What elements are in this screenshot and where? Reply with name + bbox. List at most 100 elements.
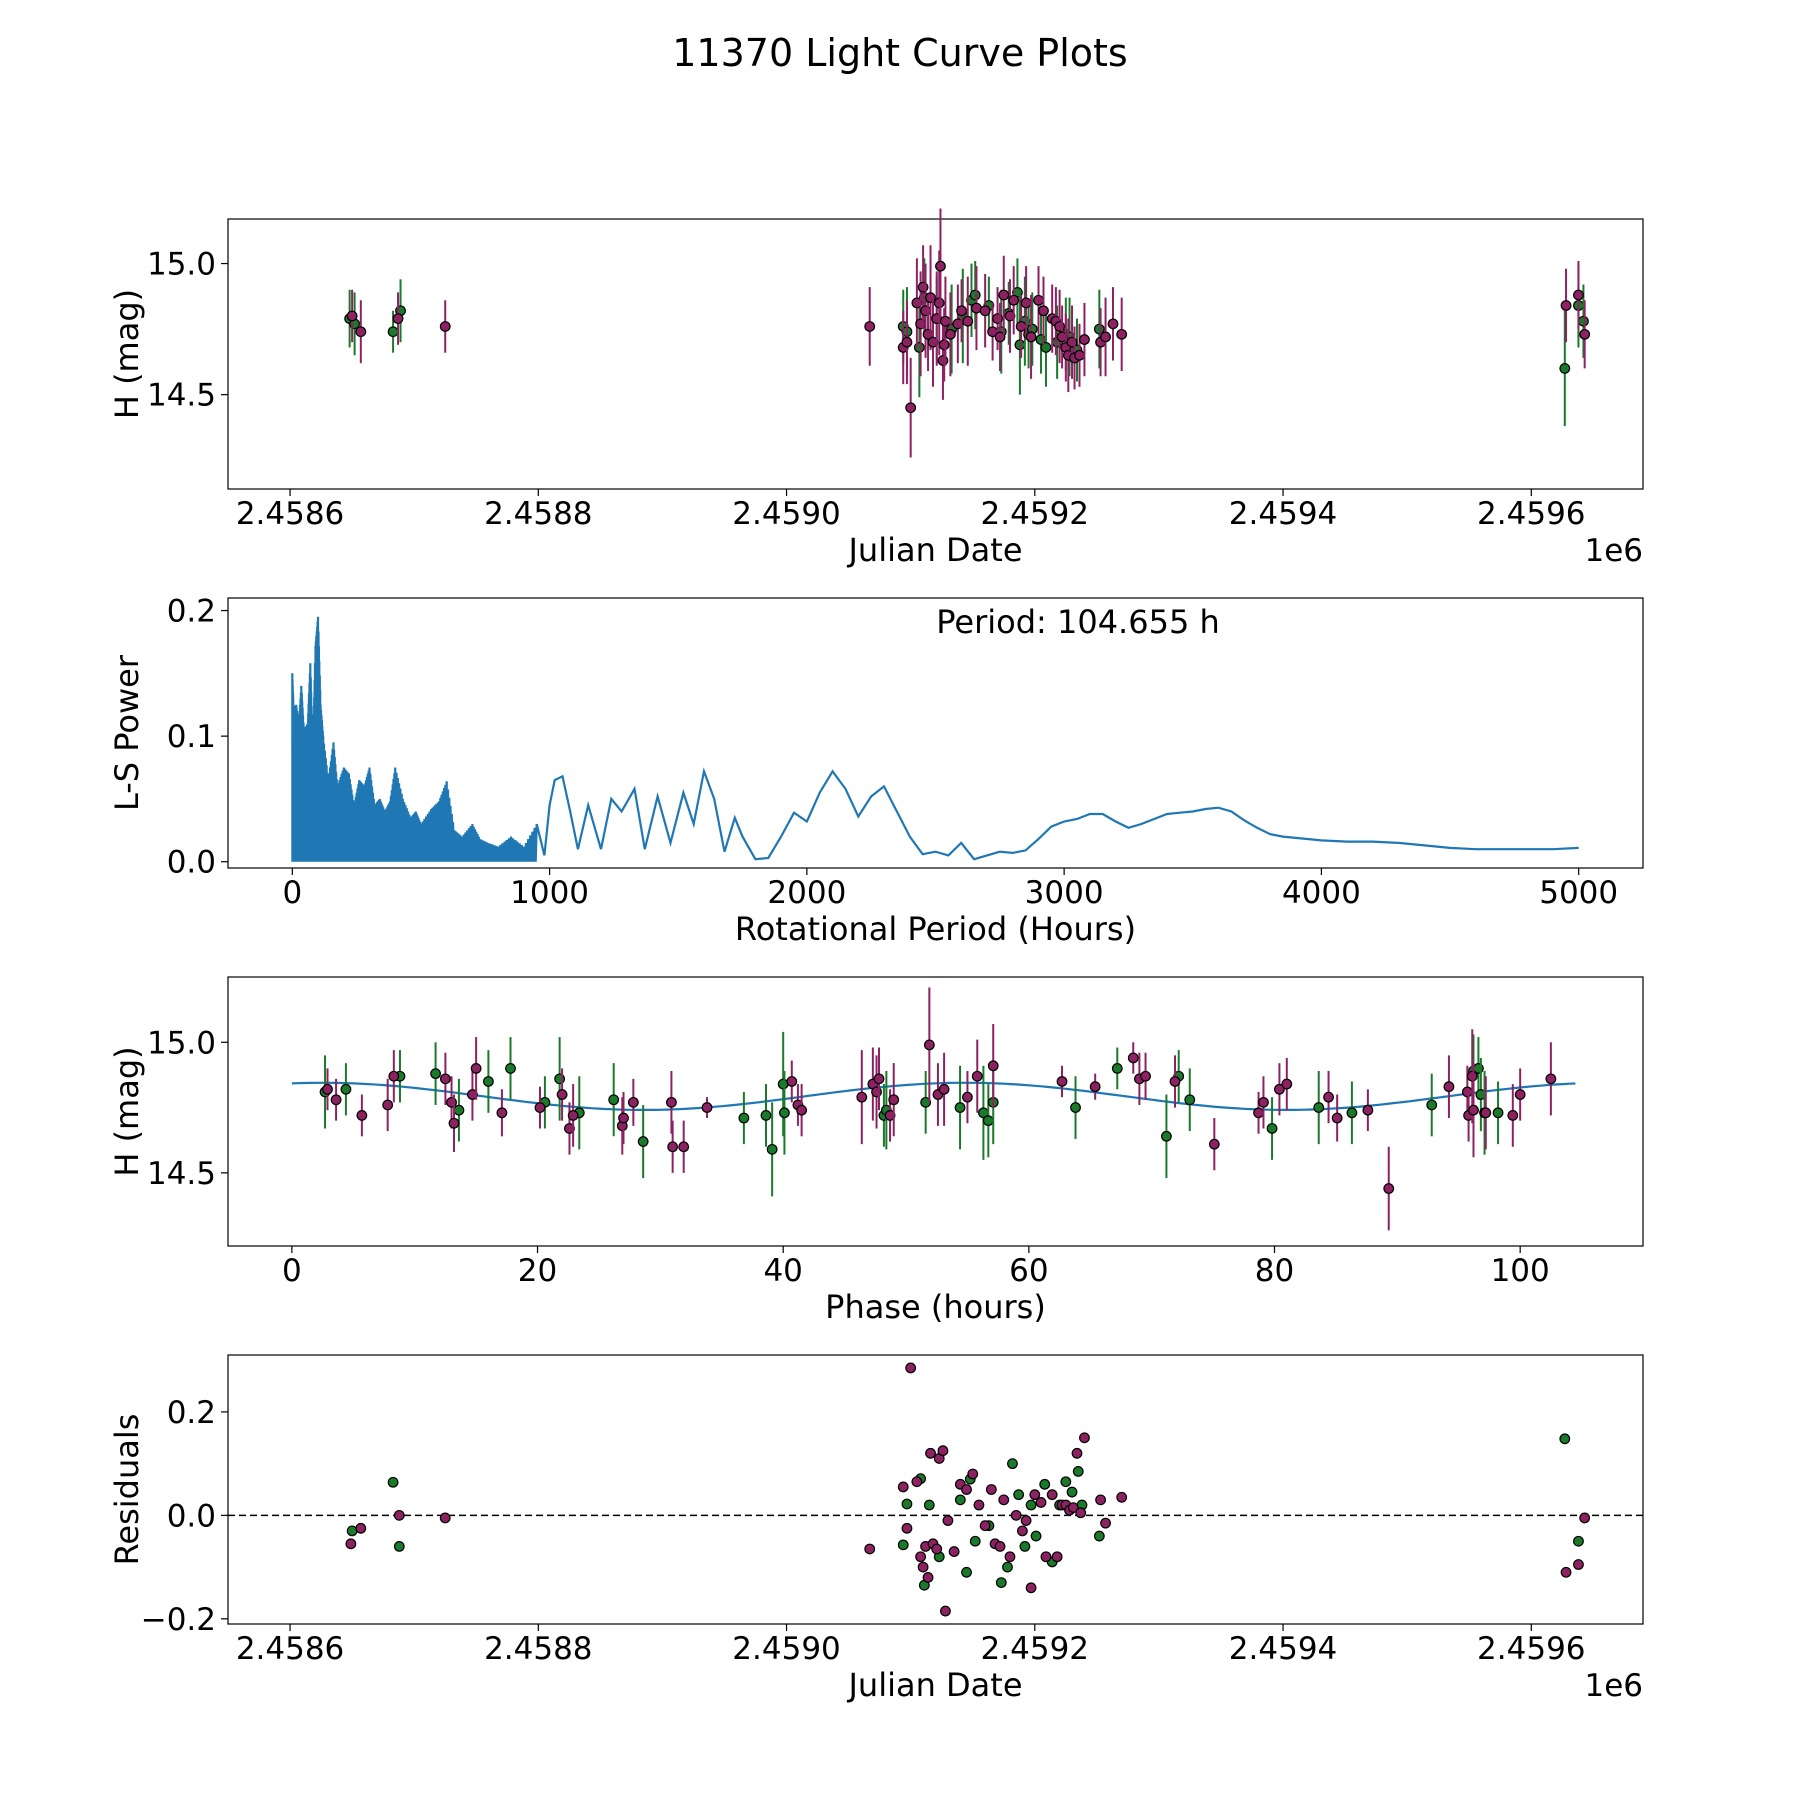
data-point (1070, 1102, 1081, 1113)
y-tick-label: 14.5 (147, 1156, 216, 1192)
x-tick-label: 2.4588 (484, 496, 592, 532)
data-point (1559, 363, 1571, 374)
data-point (1046, 1489, 1058, 1501)
data-point (1100, 331, 1111, 343)
data-point (482, 1076, 494, 1087)
data-point (1038, 305, 1049, 317)
data-point (678, 1141, 690, 1153)
data-point (925, 1447, 936, 1459)
data-point (1127, 1052, 1139, 1064)
data-point (1514, 1089, 1526, 1100)
y-tick-label: 0.2 (167, 594, 216, 630)
x-tick-label: 2000 (767, 875, 846, 911)
data-point (994, 1541, 1006, 1552)
data-point (905, 402, 917, 414)
data-point (856, 1091, 868, 1103)
data-point (948, 1546, 960, 1557)
x-offset-label: 1e6 (1584, 533, 1643, 569)
x-tick-label: 2.4596 (1477, 1631, 1585, 1667)
data-point (1274, 1083, 1285, 1095)
data-point (1004, 1551, 1016, 1563)
panel-residuals: 2.4586 2.4588 2.4590 2.4592 2.4594 2.4596 0.2 0… (108, 1354, 1644, 1704)
data-point (453, 1104, 465, 1116)
data-point (1079, 334, 1090, 345)
data-point (938, 339, 950, 351)
data-point (1013, 1489, 1025, 1501)
data-point (1025, 331, 1037, 343)
data-point (937, 1445, 949, 1457)
data-point (933, 297, 945, 309)
data-point (954, 1102, 966, 1113)
series-purple (345, 1362, 1591, 1617)
data-point (1346, 1107, 1358, 1119)
data-point (864, 321, 876, 332)
data-point (1002, 1561, 1013, 1573)
data-point (1362, 1104, 1374, 1116)
data-point (1169, 1076, 1181, 1087)
data-point (496, 1107, 508, 1119)
data-point (1056, 331, 1068, 343)
data-point (1281, 1078, 1293, 1090)
data-point (1051, 1551, 1063, 1563)
data-point (1040, 342, 1052, 353)
data-point (1560, 1566, 1572, 1578)
data-point (556, 1089, 568, 1100)
series-green (344, 258, 1589, 427)
data-point (995, 1577, 1007, 1589)
data-point (994, 331, 1006, 343)
data-point (1016, 1525, 1028, 1537)
data-point (1573, 1535, 1584, 1547)
data-point (962, 315, 974, 327)
data-point (470, 1063, 482, 1074)
data-point (1008, 294, 1020, 306)
data-point (938, 1083, 950, 1095)
data-point (942, 1515, 954, 1526)
x-axis-label: Phase (hours) (825, 1288, 1046, 1326)
data-point (382, 1099, 394, 1111)
data-point (340, 1083, 352, 1095)
data-point (1079, 1432, 1090, 1444)
data-point (911, 297, 923, 309)
data-point (1004, 310, 1016, 322)
figure-title: 11370 Light Curve Plots (672, 31, 1127, 75)
data-point (1067, 1502, 1079, 1514)
data-point (1466, 1070, 1478, 1082)
data-point (901, 1522, 913, 1534)
x-tick-label: 40 (763, 1253, 802, 1289)
data-point (766, 1143, 778, 1155)
data-point (534, 1102, 546, 1113)
data-point (1507, 1110, 1519, 1121)
x-tick-label: 3000 (1025, 875, 1104, 911)
data-point (940, 1605, 951, 1617)
data-point (1161, 1130, 1172, 1142)
data-point (1140, 1070, 1151, 1082)
periodogram-dense-line (291, 616, 538, 862)
data-point (387, 1476, 399, 1488)
data-point (393, 1541, 405, 1552)
data-point (618, 1112, 629, 1124)
x-tick-label: 4000 (1282, 875, 1361, 911)
data-point (1266, 1123, 1278, 1134)
model-fit-line (291, 1081, 1576, 1112)
data-point (969, 289, 981, 301)
data-point (1025, 1582, 1037, 1594)
data-point (1030, 1530, 1042, 1542)
data-point (1383, 1183, 1395, 1194)
y-tick-label: 0.0 (167, 845, 216, 881)
data-point (355, 326, 367, 338)
data-point (998, 289, 1010, 301)
panel-phase-folded: 0 20 40 60 80 100 15.0 14.5 Phase (hours) H (mag) (108, 976, 1644, 1326)
data-point (884, 1110, 896, 1121)
data-point (1014, 339, 1026, 351)
data-point (897, 1481, 909, 1493)
data-point (355, 1522, 367, 1534)
data-point (1093, 1530, 1105, 1542)
data-point (1107, 318, 1119, 330)
data-point (1579, 328, 1591, 340)
data-point (779, 1107, 790, 1119)
data-point (564, 1123, 575, 1134)
period-annotation: Period: 104.655 h (936, 603, 1220, 641)
data-point (467, 1089, 478, 1100)
data-point (430, 1068, 441, 1080)
data-point (954, 1494, 966, 1506)
